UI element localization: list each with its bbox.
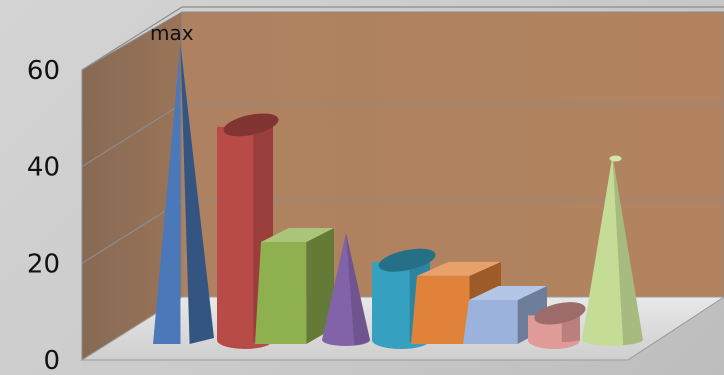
y-tick-label: 20 [27, 249, 60, 279]
bar-cone [582, 155, 643, 346]
bar-top [469, 286, 547, 300]
bar-cylinder [528, 302, 586, 349]
bar-pyramid [153, 44, 214, 344]
bars [153, 44, 643, 349]
bar-top [417, 261, 501, 276]
gridlines [81, 6, 724, 264]
max-annotation: max [150, 21, 194, 45]
bar-side [180, 44, 214, 344]
y-tick-label: 0 [43, 346, 60, 375]
bar-face [463, 300, 518, 344]
gridline [81, 199, 724, 264]
bar-box [255, 228, 334, 344]
bar-top [223, 113, 279, 137]
y-tick-label: 60 [27, 56, 60, 86]
bar-cone [322, 232, 370, 346]
y-tick-label: 40 [27, 153, 60, 183]
y-axis-ticks: 0 20 40 60 [27, 56, 60, 375]
bar-top [378, 248, 436, 272]
gridline [81, 6, 724, 71]
bar-top [609, 155, 622, 162]
bar-top [261, 228, 334, 242]
bar-face [255, 242, 307, 344]
bar-face [411, 275, 470, 344]
bar-face [153, 44, 181, 344]
bar-top [534, 302, 586, 325]
bar-shade [346, 232, 370, 345]
bar-shade [612, 155, 643, 345]
bar-side [306, 228, 334, 344]
gridline [81, 103, 724, 168]
